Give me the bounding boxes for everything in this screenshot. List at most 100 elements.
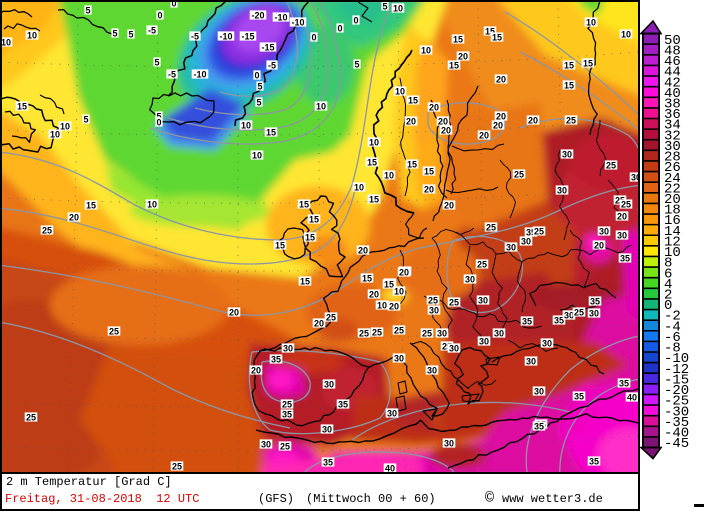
svg-text:5: 5 xyxy=(156,111,161,121)
svg-text:10: 10 xyxy=(316,101,326,111)
svg-text:35: 35 xyxy=(619,378,629,388)
svg-text:35: 35 xyxy=(282,409,292,419)
svg-text:25: 25 xyxy=(109,326,119,336)
svg-text:15: 15 xyxy=(299,199,309,209)
svg-text:20: 20 xyxy=(399,267,409,277)
svg-text:20: 20 xyxy=(496,74,506,84)
svg-text:20: 20 xyxy=(424,184,434,194)
svg-text:30: 30 xyxy=(557,185,567,195)
svg-text:4: 4 xyxy=(664,277,672,293)
svg-text:25: 25 xyxy=(442,341,452,351)
svg-text:44: 44 xyxy=(664,65,681,81)
svg-text:25: 25 xyxy=(422,328,432,338)
svg-text:20: 20 xyxy=(664,192,681,208)
svg-text:35: 35 xyxy=(554,315,564,325)
svg-text:14: 14 xyxy=(664,224,681,240)
svg-text:-10: -10 xyxy=(664,351,689,367)
svg-text:25: 25 xyxy=(606,160,616,170)
svg-text:25: 25 xyxy=(449,297,459,307)
svg-text:20: 20 xyxy=(594,240,604,250)
svg-text:2: 2 xyxy=(664,288,672,304)
svg-text:20: 20 xyxy=(229,307,239,317)
svg-text:8: 8 xyxy=(664,256,672,272)
svg-text:30: 30 xyxy=(664,139,681,155)
svg-text:15: 15 xyxy=(583,58,593,68)
svg-text:10: 10 xyxy=(369,137,379,147)
svg-text:35: 35 xyxy=(338,399,348,409)
svg-text:-10: -10 xyxy=(219,31,232,41)
svg-text:15: 15 xyxy=(17,101,27,111)
svg-text:25: 25 xyxy=(326,312,336,322)
svg-text:34: 34 xyxy=(664,118,681,134)
svg-text:25: 25 xyxy=(282,399,292,409)
svg-text:5: 5 xyxy=(257,81,262,91)
svg-text:20: 20 xyxy=(479,130,489,140)
svg-text:30: 30 xyxy=(534,386,544,396)
svg-text:20: 20 xyxy=(69,212,79,222)
svg-text:26: 26 xyxy=(664,160,681,176)
svg-text:30: 30 xyxy=(521,236,531,246)
svg-text:30: 30 xyxy=(631,172,640,182)
svg-text:35: 35 xyxy=(590,296,600,306)
svg-text:20: 20 xyxy=(389,301,399,311)
svg-text:25: 25 xyxy=(280,441,290,451)
svg-text:-5: -5 xyxy=(268,60,276,70)
svg-text:15: 15 xyxy=(367,157,377,167)
svg-text:12: 12 xyxy=(664,234,681,250)
svg-text:30: 30 xyxy=(465,274,475,284)
svg-text:-20: -20 xyxy=(251,10,264,20)
svg-text:30: 30 xyxy=(394,353,404,363)
svg-text:15: 15 xyxy=(424,166,434,176)
svg-text:25: 25 xyxy=(486,222,496,232)
svg-text:15: 15 xyxy=(266,127,276,137)
svg-text:20: 20 xyxy=(438,116,448,126)
svg-text:15: 15 xyxy=(309,214,319,224)
svg-text:20: 20 xyxy=(314,318,324,328)
svg-text:10: 10 xyxy=(394,286,404,296)
svg-text:20: 20 xyxy=(493,120,503,130)
svg-text:30: 30 xyxy=(427,365,437,375)
svg-text:-20: -20 xyxy=(664,383,689,399)
svg-text:42: 42 xyxy=(664,75,681,91)
svg-text:15: 15 xyxy=(492,32,502,42)
svg-text:-10: -10 xyxy=(193,69,206,79)
svg-text:5: 5 xyxy=(85,5,90,15)
svg-text:-15: -15 xyxy=(261,42,274,52)
svg-text:5: 5 xyxy=(83,114,88,124)
svg-text:-45: -45 xyxy=(664,436,689,452)
svg-text:20: 20 xyxy=(528,115,538,125)
svg-text:25: 25 xyxy=(372,327,382,337)
svg-text:10: 10 xyxy=(377,300,387,310)
svg-text:46: 46 xyxy=(664,54,681,70)
svg-text:30: 30 xyxy=(506,242,516,252)
svg-text:0: 0 xyxy=(157,10,162,20)
svg-text:30: 30 xyxy=(562,149,572,159)
svg-text:32: 32 xyxy=(664,128,681,144)
svg-text:36: 36 xyxy=(664,107,681,123)
svg-text:-25: -25 xyxy=(664,394,689,410)
svg-text:5: 5 xyxy=(154,57,159,67)
svg-text:40: 40 xyxy=(664,86,681,102)
svg-text:10: 10 xyxy=(421,45,431,55)
svg-text:5: 5 xyxy=(256,97,261,107)
svg-text:30: 30 xyxy=(526,356,536,366)
svg-text:35: 35 xyxy=(534,421,544,431)
svg-text:30: 30 xyxy=(617,230,627,240)
svg-text:15: 15 xyxy=(86,200,96,210)
svg-text:30: 30 xyxy=(429,305,439,315)
svg-text:-10: -10 xyxy=(291,17,304,27)
svg-text:-10: -10 xyxy=(274,12,287,22)
svg-text:40: 40 xyxy=(385,463,395,473)
svg-text:-12: -12 xyxy=(664,362,689,378)
svg-text:15: 15 xyxy=(275,240,285,250)
svg-text:30: 30 xyxy=(599,226,609,236)
svg-text:20: 20 xyxy=(496,111,506,121)
svg-text:30: 30 xyxy=(589,308,599,318)
svg-text:30: 30 xyxy=(322,424,332,434)
svg-text:15: 15 xyxy=(305,232,315,242)
svg-text:25: 25 xyxy=(359,328,369,338)
svg-text:15: 15 xyxy=(449,60,459,70)
svg-text:25: 25 xyxy=(26,412,36,422)
svg-text:-4: -4 xyxy=(664,319,681,335)
svg-text:-5: -5 xyxy=(191,31,199,41)
